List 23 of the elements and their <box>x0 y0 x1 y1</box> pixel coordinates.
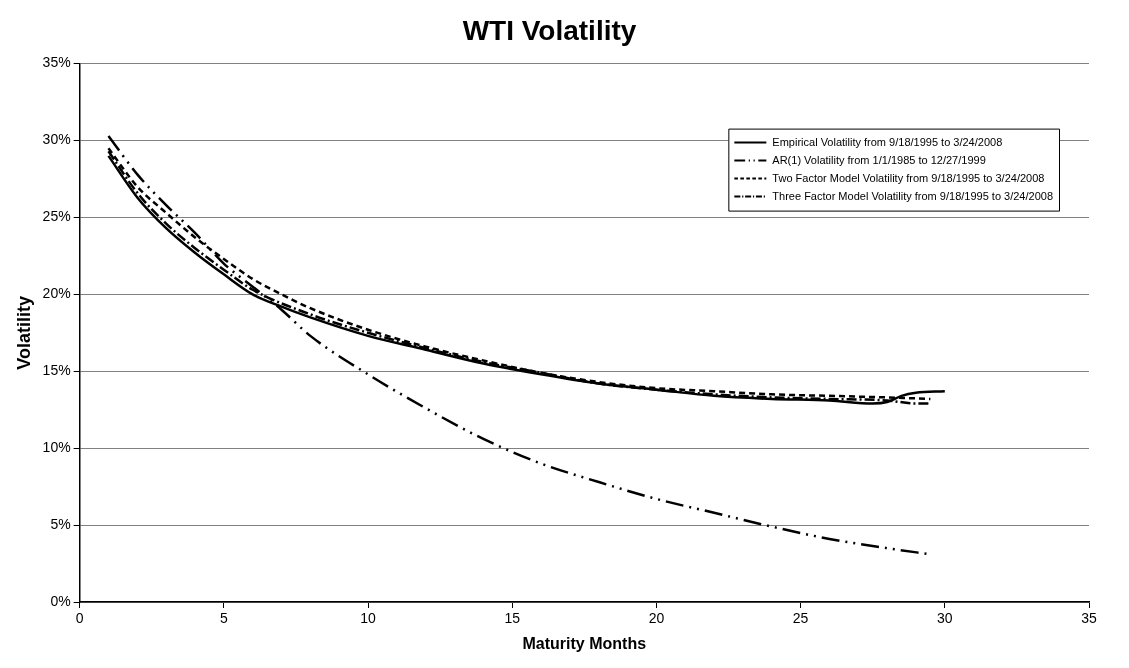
x-tick-label: 5 <box>219 610 228 627</box>
x-axis-title: Maturity Months <box>522 634 647 652</box>
x-tick-label: 10 <box>360 610 377 627</box>
y-tick-label: 15% <box>42 362 71 379</box>
chart-title: WTI Volatility <box>462 14 637 46</box>
y-tick-label: 10% <box>42 439 71 456</box>
legend-label: Two Factor Model Volatility from 9/18/1995 to 3/24/2008 <box>772 171 1045 184</box>
y-tick-label: 5% <box>50 515 71 532</box>
x-tick-label: 0 <box>75 610 84 627</box>
x-tick-label: 20 <box>648 610 665 627</box>
y-axis-title: Volatility <box>13 295 34 370</box>
legend-label: Empirical Volatility from 9/18/1995 to 3/24/2008 <box>772 135 1003 148</box>
x-tick-label: 15 <box>504 610 521 627</box>
x-tick-label: 35 <box>1081 610 1097 627</box>
y-tick-label: 30% <box>42 131 71 148</box>
legend-label: AR(1) Volatility from 1/1/1985 to 12/27/1999 <box>772 153 986 166</box>
y-tick-label: 35% <box>42 54 71 71</box>
y-tick-label: 0% <box>50 592 71 609</box>
legend-label: Three Factor Model Volatility from 9/18/1995 to 3/24/2008 <box>772 189 1054 202</box>
y-tick-label: 20% <box>42 285 71 302</box>
x-tick-label: 30 <box>937 610 953 627</box>
y-tick-label: 25% <box>42 208 71 225</box>
x-tick-label: 25 <box>792 610 809 627</box>
